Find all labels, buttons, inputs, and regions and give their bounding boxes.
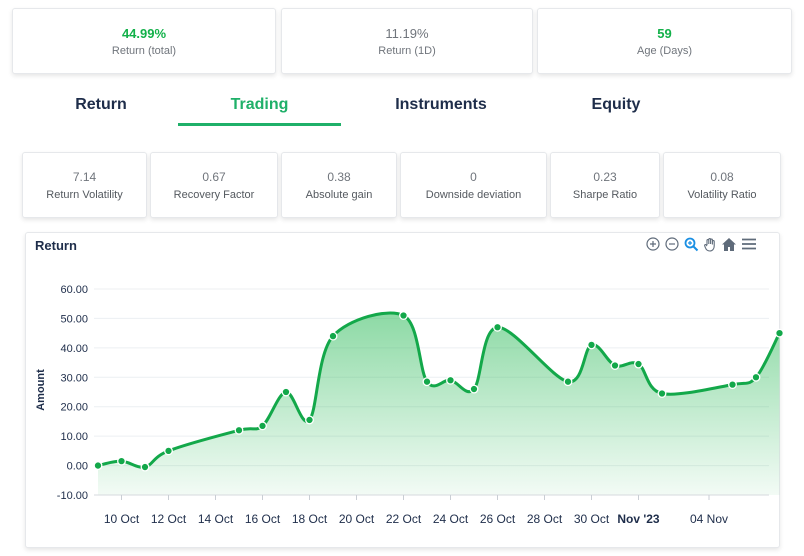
home-reset-icon[interactable] [721,236,737,252]
stat-value: 59 [657,25,672,41]
metric-card-recovery-factor: 0.67 Recovery Factor [150,152,278,218]
metric-value: 7.14 [72,169,97,184]
metric-value: 0.08 [710,169,734,184]
stat-card-return-total: 44.99% Return (total) [12,8,276,74]
stat-label: Age (Days) [636,44,693,57]
metric-label: Absolute gain [305,188,373,201]
chart-card [25,232,780,548]
metric-value: 0 [470,169,477,184]
tab-instruments[interactable]: Instruments [395,96,487,113]
zoom-out-icon[interactable] [664,236,680,252]
metric-value: 0.67 [202,169,226,184]
stat-card-return-1d: 11.19% Return (1D) [281,8,533,74]
metric-card-downside-deviation: 0 Downside deviation [400,152,547,218]
stat-value: 44.99% [121,25,167,41]
metric-label: Sharpe Ratio [572,188,638,201]
metric-value: 0.23 [593,169,617,184]
pan-hand-icon[interactable] [702,236,718,252]
metric-label: Downside deviation [425,188,522,201]
zoom-in-icon[interactable] [645,236,661,252]
tab-trading[interactable]: Trading [230,96,289,113]
chart-toolbar [645,236,758,252]
menu-icon[interactable] [740,236,758,252]
selection-zoom-icon[interactable] [683,236,699,252]
metric-label: Return Volatility [46,188,123,201]
metric-card-sharpe-ratio: 0.23 Sharpe Ratio [550,152,660,218]
stat-label: Return (total) [111,44,177,57]
metric-card-return-volatility: 7.14 Return Volatility [22,152,147,218]
metric-label: Recovery Factor [173,188,255,201]
metric-card-absolute-gain: 0.38 Absolute gain [281,152,397,218]
metric-card-volatility-ratio: 0.08 Volatility Ratio [663,152,781,218]
metric-label: Volatility Ratio [687,188,757,201]
tab-equity[interactable]: Equity [591,96,641,113]
metric-value: 0.38 [327,169,351,184]
chart-title: Return [35,238,77,253]
active-tab-indicator [178,123,341,126]
tab-return[interactable]: Return [75,96,127,113]
stat-value: 11.19% [385,25,429,41]
stat-card-age-days: 59 Age (Days) [537,8,792,74]
stat-label: Return (1D) [378,44,436,57]
